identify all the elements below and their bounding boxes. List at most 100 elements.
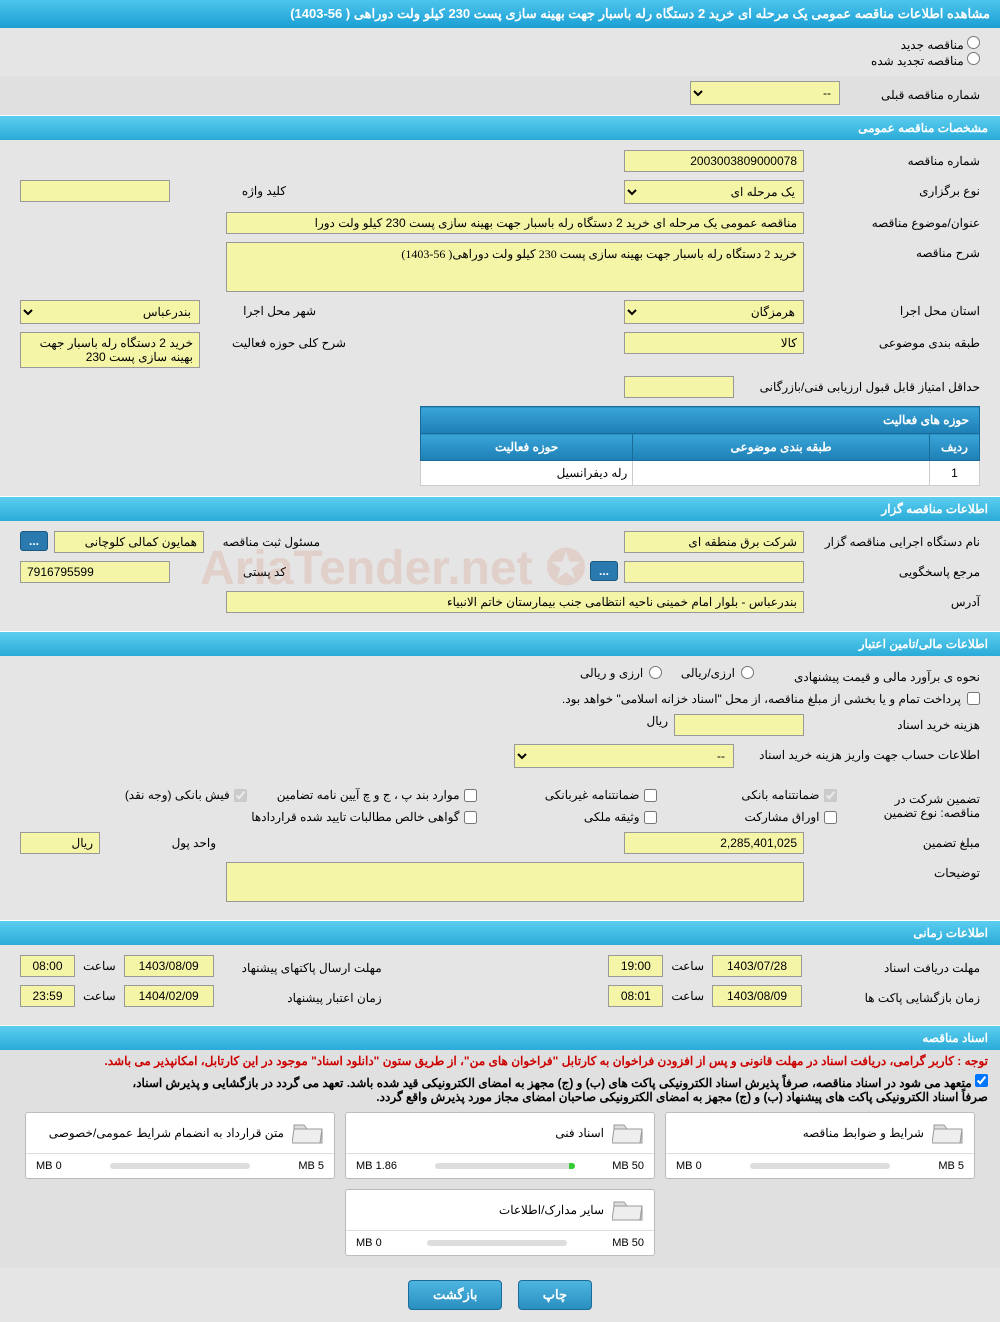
tender-number-value: 2003003809000078 — [624, 150, 804, 172]
progress-bar — [110, 1163, 250, 1169]
doc-cost-input[interactable] — [674, 714, 804, 736]
keyword-label: کلید واژه — [176, 180, 286, 198]
chk-nonbank[interactable] — [644, 789, 657, 802]
commitment-checkbox[interactable] — [975, 1074, 988, 1087]
activity-desc-label: شرح کلی حوزه فعالیت — [206, 332, 346, 350]
keyword-input[interactable] — [20, 180, 170, 202]
postal-label: کد پستی — [176, 561, 286, 579]
responder-more-button[interactable]: ... — [590, 561, 618, 581]
desc-textarea[interactable]: خرید 2 دستگاه رله باسبار جهت بهینه سازی … — [226, 242, 804, 292]
guarantee-label: تضمین شرکت در مناقصه: نوع تضمین — [863, 788, 981, 820]
section-organizer-header: اطلاعات مناقصه گزار — [0, 496, 1000, 521]
notes-textarea[interactable] — [226, 862, 804, 902]
estimate-label: نحوه ی برآورد مالی و قیمت پیشنهادی — [760, 666, 980, 684]
postal-value: 7916795599 — [20, 561, 170, 583]
doc3-title: متن قرارداد به انضمام شرایط عمومی/خصوصی — [49, 1126, 284, 1140]
radio-renewed-label: مناقصه تجدید شده — [871, 54, 964, 68]
validity-time: 23:59 — [20, 985, 75, 1007]
min-score-label: حداقل امتیاز قابل قبول ارزیابی فنی/بازرگ… — [740, 376, 980, 394]
progress-bar — [427, 1240, 567, 1246]
doc1-used: 0 MB — [676, 1160, 702, 1172]
page-title: مشاهده اطلاعات مناقصه عمومی یک مرحله ای … — [0, 0, 1000, 28]
section-documents-header: اسناد مناقصه — [0, 1025, 1000, 1050]
agency-value: شرکت برق منطقه ای — [624, 531, 804, 553]
subject-value: مناقصه عمومی یک مرحله ای خرید 2 دستگاه ر… — [226, 212, 804, 234]
back-button[interactable]: بازگشت — [408, 1280, 502, 1310]
responder-label: مرجع پاسخگویی — [810, 561, 980, 579]
city-select[interactable]: بندرعباس — [20, 300, 200, 324]
chk-cash[interactable] — [234, 789, 247, 802]
radio-renewed[interactable] — [967, 52, 980, 65]
prev-number-select[interactable]: -- — [690, 81, 840, 105]
cell-cat — [633, 461, 930, 486]
folder-icon — [292, 1119, 324, 1147]
time-label-3: ساعت — [671, 989, 704, 1003]
chk-property[interactable] — [644, 811, 657, 824]
activity-table: حوزه های فعالیت ردیف طبقه بندی موضوعی حو… — [420, 406, 980, 486]
doc-card-other: سایر مدارک/اطلاعات 50 MB 0 MB — [345, 1189, 655, 1256]
print-button[interactable]: چاپ — [518, 1280, 592, 1310]
doc2-used: 1.86 MB — [356, 1160, 397, 1172]
receive-date: 1403/07/28 — [712, 955, 802, 977]
chk-cases[interactable] — [464, 789, 477, 802]
agency-label: نام دستگاه اجرایی مناقصه گزار — [810, 531, 980, 549]
open-time: 08:01 — [608, 985, 663, 1007]
type-label: نوع برگزاری — [810, 180, 980, 198]
notes-label: توضیحات — [810, 862, 980, 880]
amount-value: 2,285,401,025 — [624, 832, 804, 854]
unit-value: ریال — [20, 832, 100, 854]
account-select[interactable]: -- — [514, 744, 734, 768]
currency-radio-1[interactable] — [741, 666, 754, 679]
account-label: اطلاعات حساب جهت واریز هزینه خرید اسناد — [740, 744, 980, 762]
time-label-4: ساعت — [83, 989, 116, 1003]
col-activity: حوزه فعالیت — [421, 434, 633, 461]
cell-num: 1 — [930, 461, 980, 486]
doc-card-conditions: شرایط و ضوابط مناقصه 5 MB 0 MB — [665, 1112, 975, 1179]
chk-bank[interactable] — [824, 789, 837, 802]
send-date: 1403/08/09 — [124, 955, 214, 977]
type-select[interactable]: یک مرحله ای — [624, 180, 804, 204]
subject-label: عنوان/موضوع مناقصه — [810, 212, 980, 230]
doc-card-technical: اسناد فنی 50 MB 1.86 MB — [345, 1112, 655, 1179]
section-general-header: مشخصات مناقصه عمومی — [0, 115, 1000, 140]
address-value: بندرعباس - بلوار امام خمینی ناحیه انتظام… — [226, 591, 804, 613]
tender-number-label: شماره مناقصه — [810, 150, 980, 168]
desc-label: شرح مناقصه — [810, 242, 980, 260]
payment-note: پرداخت تمام و یا بخشی از مبلغ مناقصه، از… — [562, 692, 961, 706]
section-financial-header: اطلاعات مالی/تامین اعتبار — [0, 631, 1000, 656]
category-value: کالا — [624, 332, 804, 354]
currency-opt-2: ارزی و ریالی — [580, 666, 643, 680]
black-note-1: متعهد می شود در اسناد مناقصه، صرفاً پذیر… — [132, 1076, 971, 1090]
doc4-limit: 50 MB — [612, 1237, 644, 1249]
address-label: آدرس — [810, 591, 980, 609]
currency-radio-2[interactable] — [649, 666, 662, 679]
doc2-limit: 50 MB — [612, 1160, 644, 1172]
responder-value — [624, 561, 804, 583]
time-label-1: ساعت — [671, 959, 704, 973]
doc4-title: سایر مدارک/اطلاعات — [499, 1203, 604, 1217]
time-label-2: ساعت — [83, 959, 116, 973]
progress-bar — [750, 1163, 890, 1169]
treasury-checkbox[interactable] — [967, 692, 980, 705]
open-date: 1403/08/09 — [712, 985, 802, 1007]
register-more-button[interactable]: ... — [20, 531, 48, 551]
folder-icon — [932, 1119, 964, 1147]
doc2-title: اسناد فنی — [555, 1126, 604, 1140]
doc-card-contract: متن قرارداد به انضمام شرایط عمومی/خصوصی … — [25, 1112, 335, 1179]
amount-label: مبلغ تضمین — [810, 832, 980, 850]
cell-act: رله دیفرانسیل — [421, 461, 633, 486]
doc4-used: 0 MB — [356, 1237, 382, 1249]
doc-cost-unit: ریال — [646, 714, 668, 728]
min-score-input[interactable] — [624, 376, 734, 398]
radio-new[interactable] — [967, 36, 980, 49]
validity-label: زمان اعتبار پیشنهاد — [222, 987, 382, 1005]
col-category: طبقه بندی موضوعی — [633, 434, 930, 461]
currency-opt-1: ارزی/ریالی — [681, 666, 735, 680]
chk-securities[interactable] — [824, 811, 837, 824]
send-label: مهلت ارسال پاکتهای پیشنهاد — [222, 957, 382, 975]
province-select[interactable]: هرمزگان — [624, 300, 804, 324]
register-label: مسئول ثبت مناقصه — [210, 531, 320, 549]
chk-cert[interactable] — [464, 811, 477, 824]
category-label: طبقه بندی موضوعی — [810, 332, 980, 350]
black-note-2: صرفاً اسناد الکترونیکی پاکت های پیشنهاد … — [376, 1090, 988, 1104]
